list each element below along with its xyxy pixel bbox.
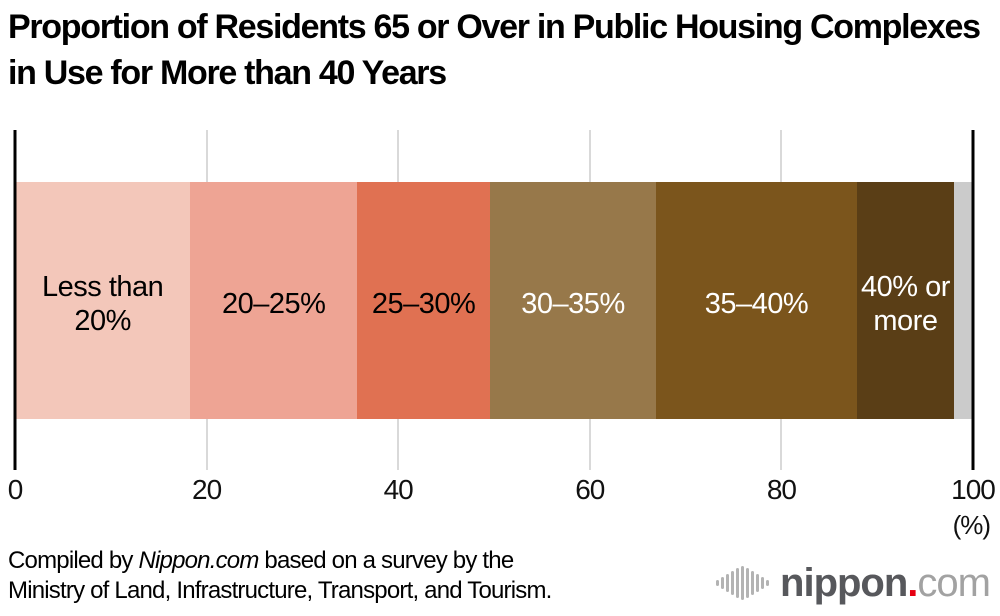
soundwave-logo-icon — [716, 566, 771, 600]
bar-segment: 35–40% — [655, 182, 858, 419]
x-tick-label: 40 — [383, 474, 414, 505]
source-note-line2: Ministry of Land, Infrastructure, Transp… — [8, 577, 552, 604]
axis-line — [13, 130, 17, 470]
nippon-logo-text: nippon.com — [780, 561, 991, 605]
x-tick-label: 60 — [575, 474, 605, 505]
source-name: Nippon.com — [138, 547, 259, 574]
source-note-line1: Compiled by Nippon.com based on a survey… — [8, 547, 514, 574]
plot-area: Less than 20% 20–25% 25–30% 30–35% 35–40% 40%… — [8, 130, 996, 540]
bar-segment-label: 40% or more — [860, 270, 950, 337]
bar-segment-label: 20–25% — [221, 287, 326, 320]
source-note: Compiled by Nippon.com based on a survey… — [8, 546, 552, 606]
stacked-bar: Less than 20% 20–25% 25–30% 30–35% 35–40% 40%… — [15, 182, 973, 419]
x-tick-label: 100 — [951, 474, 996, 505]
bar-segment-label: 35–40% — [704, 287, 809, 320]
bar-segment-label: 30–35% — [521, 287, 625, 320]
axis-unit-label: (%) — [952, 510, 991, 540]
x-tick-label: 80 — [766, 474, 797, 505]
bar-segment: 20–25% — [190, 182, 357, 419]
x-tick-label: 20 — [192, 474, 222, 505]
bar-segment-label: 25–30% — [371, 287, 476, 320]
axis-line — [971, 130, 975, 470]
bar-segment: Less than 20% — [15, 182, 191, 419]
x-tick-label: 0 — [7, 474, 24, 505]
chart-title: Proportion of Residents 65 or Over in Pu… — [8, 8, 981, 92]
bar-segment: 25–30% — [357, 182, 491, 419]
nippon-logo: nippon.com — [716, 561, 991, 605]
bar-segment: 30–35% — [490, 182, 656, 419]
bar-segment-label: Less than 20% — [42, 270, 164, 337]
bar-segment: 40% or more — [857, 182, 954, 419]
bar-segment — [953, 182, 973, 419]
